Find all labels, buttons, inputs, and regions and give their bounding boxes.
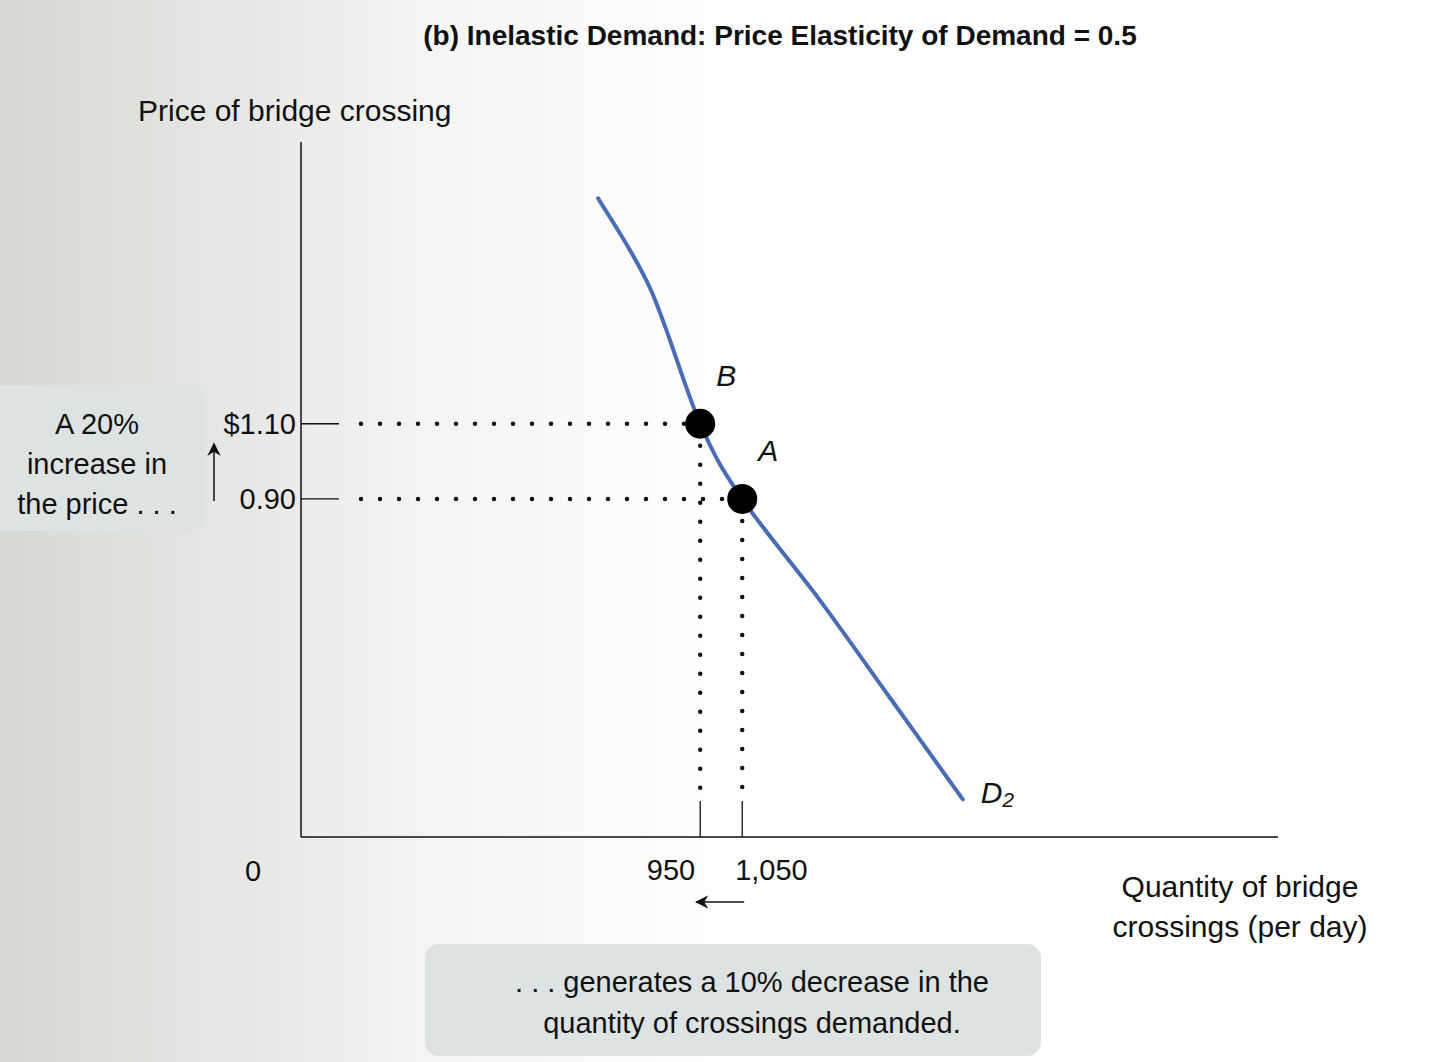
title: (b) Inelastic Demand: Price Elasticity o…: [423, 20, 1136, 51]
plot-area: [598, 198, 963, 799]
guide-line: [361, 422, 686, 427]
y-tick-label: $1.10: [223, 408, 296, 440]
series-label: D₂: [981, 776, 1015, 809]
point: [685, 409, 715, 439]
y-tick: [301, 423, 339, 424]
y-axis: [300, 142, 302, 837]
price-arrow: [213, 444, 215, 501]
point-label: B: [716, 359, 736, 392]
annotation-text: increase in: [27, 448, 167, 480]
x-axis-title: Quantity of bridge: [1122, 870, 1359, 903]
y-tick: [301, 498, 339, 499]
guide-line: [361, 497, 728, 502]
origin-label: 0: [245, 855, 261, 887]
x-tick: [742, 801, 743, 837]
annotation-text: A 20%: [55, 408, 139, 440]
demand-curve: [598, 198, 963, 799]
guide-line: [740, 521, 745, 793]
x-axis-title: crossings (per day): [1112, 910, 1367, 943]
background: [0, 0, 1432, 1062]
annotation-box: [0, 385, 205, 531]
annotation-text: quantity of crossings demanded.: [543, 1007, 961, 1039]
annotation-box: [425, 944, 1041, 1056]
y-tick-label: 0.90: [240, 483, 296, 515]
point: [727, 484, 757, 514]
annotation-text: the price . . .: [17, 488, 177, 520]
x-tick-label: 950: [647, 854, 695, 886]
y-axis-title: Price of bridge crossing: [138, 94, 451, 127]
point-label: A: [756, 434, 778, 467]
quantity-arrow: [696, 901, 744, 903]
x-tick: [700, 801, 701, 837]
annotation-text: . . . generates a 10% decrease in the: [515, 966, 989, 998]
x-axis: [301, 836, 1278, 838]
x-tick-label: 1,050: [735, 854, 808, 886]
chart: (b) Inelastic Demand: Price Elasticity o…: [0, 0, 1432, 1062]
